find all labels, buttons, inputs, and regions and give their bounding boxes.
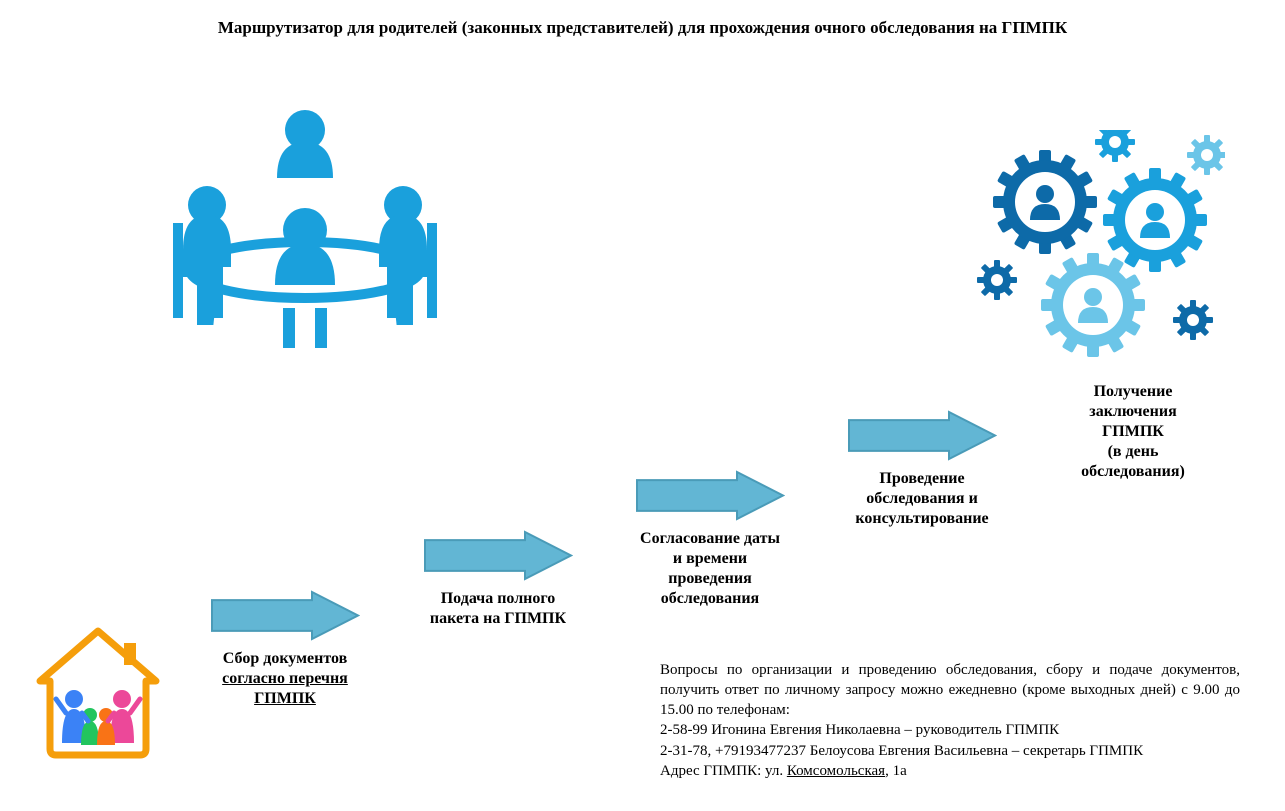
- step-label: Сбор документовсогласно перечняГПМПК: [185, 649, 385, 709]
- house-family-icon: [28, 621, 168, 761]
- contact-address: Адрес ГПМПК: ул. Комсомольская, 1а: [660, 761, 1240, 781]
- arrow-icon: [423, 528, 573, 583]
- arrow-icon: [210, 588, 360, 643]
- meeting-icon: [145, 95, 465, 355]
- step-label: ПолучениезаключенияГПМПК(в деньобследова…: [1033, 382, 1233, 482]
- step-label: Согласование датыи временипроведенияобсл…: [610, 529, 810, 609]
- contact-line-2: 2-31-78, +79193477237 Белоусова Евгения …: [660, 741, 1240, 761]
- process-step-4: Проведениеобследования иконсультирование: [822, 408, 1022, 529]
- process-step-1: Сбор документовсогласно перечняГПМПК: [185, 588, 385, 709]
- contact-intro: Вопросы по организации и проведению обсл…: [660, 660, 1240, 721]
- process-step-5: ПолучениезаключенияГПМПК(в деньобследова…: [1033, 348, 1233, 482]
- contact-line-1: 2-58-99 Игонина Евгения Николаевна – рук…: [660, 720, 1240, 740]
- page-title: Маршрутизатор для родителей (законных пр…: [0, 18, 1285, 38]
- step-label: Подача полногопакета на ГПМПК: [398, 589, 598, 629]
- contact-block: Вопросы по организации и проведению обсл…: [660, 660, 1240, 782]
- process-step-2: Подача полногопакета на ГПМПК: [398, 528, 598, 629]
- step-label: Проведениеобследования иконсультирование: [822, 469, 1022, 529]
- arrow-icon: [847, 408, 997, 463]
- arrow-icon: [635, 468, 785, 523]
- process-step-3: Согласование датыи временипроведенияобсл…: [610, 468, 810, 609]
- gears-people-icon: [975, 130, 1225, 360]
